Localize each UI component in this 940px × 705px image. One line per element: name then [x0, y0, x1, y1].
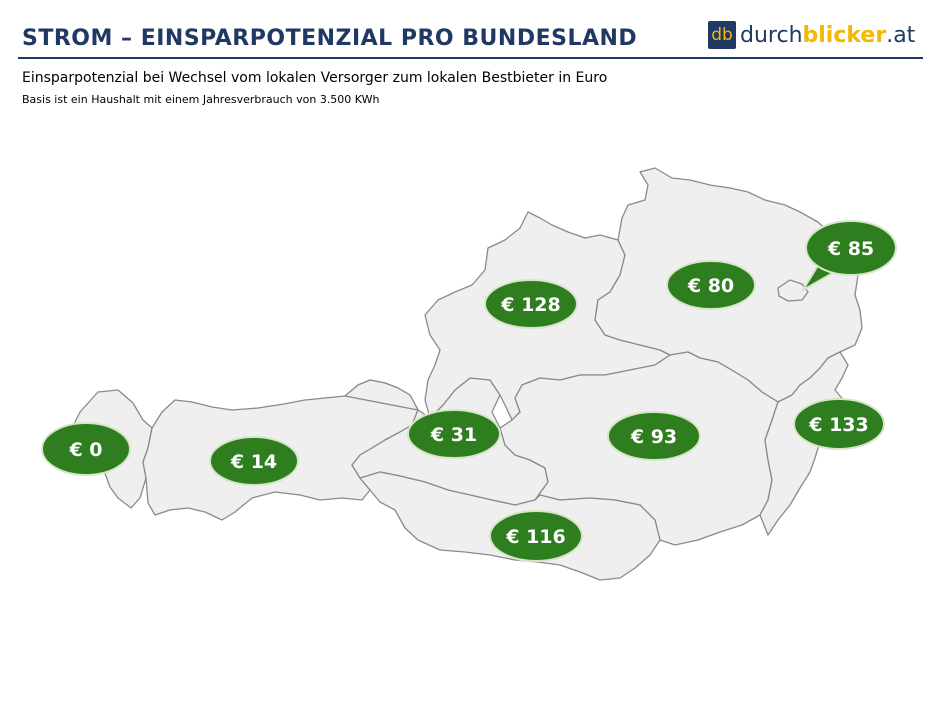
logo-text-part1: durch: [740, 22, 803, 48]
bubble-shape: [41, 422, 131, 476]
savings-label-salzburg: € 31: [430, 424, 477, 446]
bubble-wien: € 85: [800, 220, 897, 293]
savings-bubbles: € 0 € 14 € 31 € 128 € 80 € 85 € 93 € 116 € 133: [41, 220, 897, 562]
bubble-shape: [209, 436, 299, 486]
bubble-shape: [607, 411, 701, 461]
bubble-seam-cover: [808, 223, 894, 273]
bubble-vorarlberg: € 0: [41, 422, 131, 476]
savings-label-niederoesterreich: € 80: [687, 275, 734, 297]
state-wien[interactable]: [777, 279, 809, 302]
logo-text-part3: .at: [886, 22, 916, 48]
bubble-shape: [793, 398, 885, 450]
bubble-salzburg: € 31: [407, 409, 501, 459]
subtitle: Einsparpotenzial bei Wechsel vom lokalen…: [22, 70, 608, 86]
bubble-burgenland: € 133: [793, 398, 885, 450]
logo-mark-icon: db: [708, 21, 736, 49]
bubble-oberoesterreich: € 128: [484, 279, 578, 329]
page-title: STROM – EINSPARPOTENZIAL PRO BUNDESLAND: [22, 26, 638, 51]
savings-label-vorarlberg: € 0: [68, 439, 102, 461]
logo-wordmark: durchblicker.at: [740, 23, 915, 48]
savings-label-kaernten: € 116: [505, 526, 566, 548]
savings-label-tirol: € 14: [230, 451, 277, 473]
bubble-tirol: € 14: [209, 436, 299, 486]
bubble-shape: [484, 279, 578, 329]
savings-label-steiermark: € 93: [630, 426, 677, 448]
basis-note: Basis ist ein Haushalt mit einem Jahresv…: [22, 93, 380, 106]
bubble-steiermark: € 93: [607, 411, 701, 461]
durchblicker-logo: db durchblicker.at: [708, 20, 915, 50]
bubble-shape: [489, 510, 583, 562]
logo-text-part2: blicker: [802, 22, 887, 48]
bubble-shape: [407, 409, 501, 459]
savings-label-wien: € 85: [827, 238, 874, 260]
title-divider: [18, 57, 923, 59]
bubble-kaernten: € 116: [489, 510, 583, 562]
bubble-niederoesterreich: € 80: [666, 260, 756, 310]
savings-label-oberoesterreich: € 128: [500, 294, 561, 316]
states-layer: [70, 167, 863, 581]
savings-label-burgenland: € 133: [808, 414, 869, 436]
bubble-shape: [666, 260, 756, 310]
